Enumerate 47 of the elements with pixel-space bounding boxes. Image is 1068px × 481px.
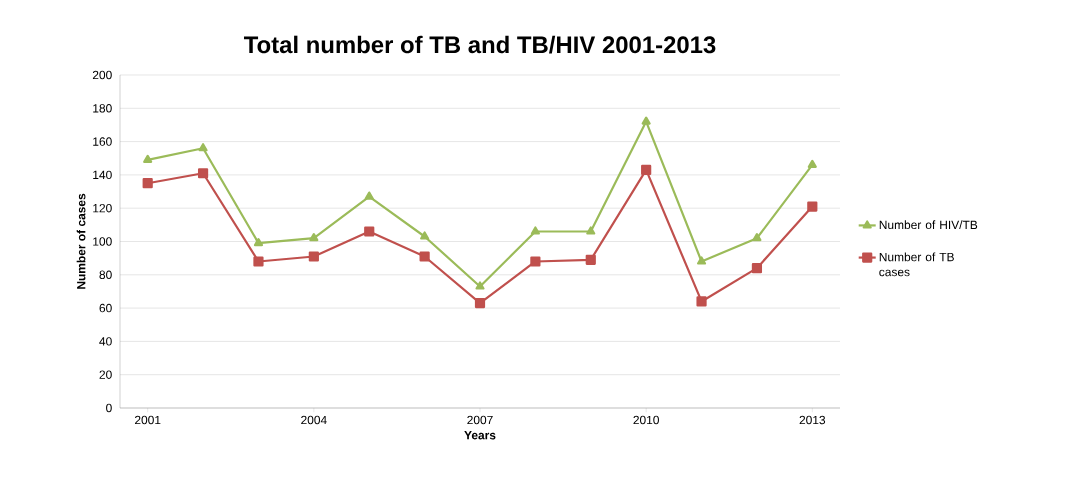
point <box>309 233 319 242</box>
point <box>586 226 596 235</box>
y-axis-title: Number of cases <box>76 193 86 289</box>
y-tick-label: 200 <box>92 70 112 80</box>
y-tick-label: 180 <box>93 104 112 113</box>
x-tick-label: 2010 <box>633 415 659 425</box>
point <box>364 226 375 237</box>
y-tick-label: 160 <box>93 137 112 146</box>
point <box>530 256 541 267</box>
point <box>641 164 652 175</box>
y-tick-label: 100 <box>93 237 112 246</box>
point <box>253 256 264 267</box>
point <box>475 281 485 290</box>
point <box>419 251 430 262</box>
point <box>420 231 430 240</box>
point <box>752 233 762 242</box>
y-tick-label: 80 <box>99 270 112 280</box>
point <box>197 168 209 179</box>
point <box>143 154 153 164</box>
x-tick-label: 2001 <box>134 415 161 425</box>
point <box>308 251 319 262</box>
point <box>530 226 540 235</box>
x-tick-label: 2004 <box>301 415 327 425</box>
point <box>751 263 763 274</box>
y-tick-label: 20 <box>99 370 112 379</box>
x-axis-title: Years <box>464 431 496 440</box>
x-tick-label: 2007 <box>467 415 493 425</box>
y-tick-label: 0 <box>106 403 112 413</box>
point <box>696 296 707 307</box>
y-tick-label: 120 <box>93 203 112 213</box>
point <box>807 201 818 212</box>
y-tick-label: 40 <box>99 337 112 346</box>
point <box>474 298 486 309</box>
chart-title: Total number of TB and TB/HIV 2001-2013 <box>244 35 716 54</box>
point <box>142 178 153 189</box>
y-tick-label: 60 <box>99 303 112 313</box>
legend-label: Number of TB cases <box>879 252 954 277</box>
legend-label: Number of HIV/TB <box>879 220 978 230</box>
point <box>198 143 208 152</box>
point <box>364 191 374 200</box>
point <box>253 238 264 247</box>
point <box>696 256 707 265</box>
x-tick-label: 2013 <box>799 415 826 425</box>
point <box>641 116 651 125</box>
point <box>807 159 817 169</box>
y-tick-label: 140 <box>93 170 112 180</box>
point <box>585 254 596 265</box>
